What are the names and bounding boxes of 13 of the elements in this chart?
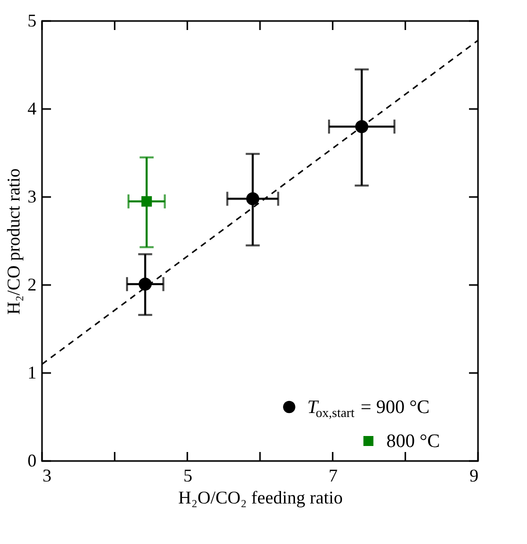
y-tick-label: 4 (28, 98, 36, 118)
y-tick-label: 3 (28, 186, 36, 206)
y-tick-label: 0 (28, 450, 36, 470)
x-tick-label: 9 (470, 466, 478, 486)
y-tick-label: 2 (28, 274, 36, 294)
x-axis-title: H₂O/CO₂ feeding ratio (178, 488, 343, 508)
y-tick-label: 5 (28, 10, 36, 30)
x-tick-label: 5 (183, 466, 192, 486)
legend-label: 800 °C (386, 431, 440, 452)
x-tick-label: 7 (328, 466, 338, 486)
y-axis-title: H₂/CO product ratio (4, 168, 24, 315)
y-tick-label: 1 (28, 362, 36, 382)
x-tick-label: 3 (42, 466, 52, 486)
